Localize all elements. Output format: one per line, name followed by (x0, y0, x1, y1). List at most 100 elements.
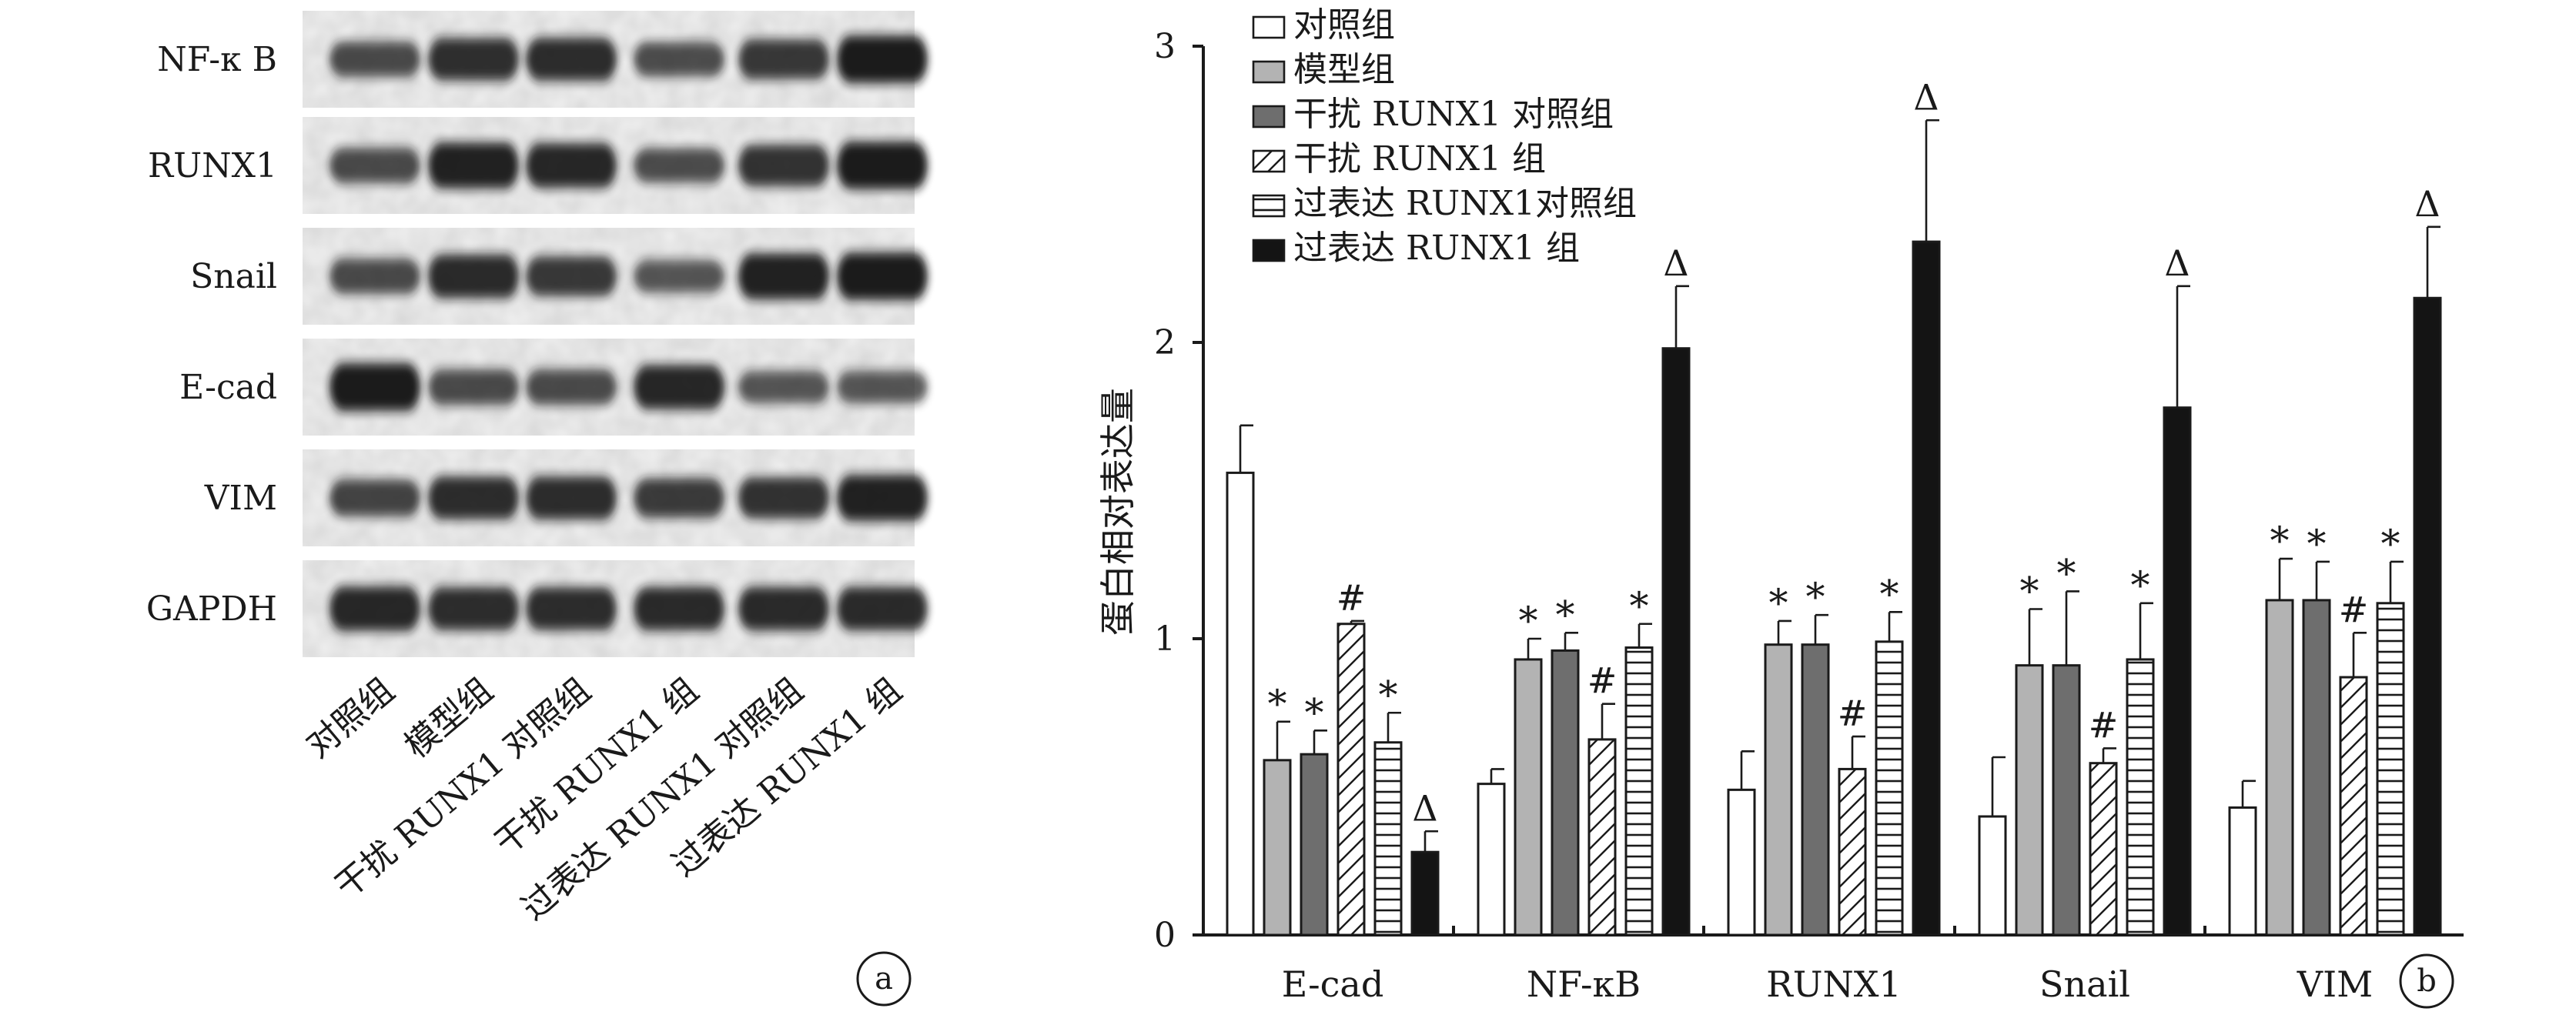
blot-band (738, 253, 829, 299)
significance-marker: * (2307, 522, 2327, 566)
significance-marker: * (1268, 682, 1287, 726)
y-tick-label: 1 (1154, 619, 1176, 659)
legend-entry: 过表达 RUNX1对照组 (1293, 184, 1637, 223)
significance-marker: Δ (2414, 183, 2440, 225)
x-tick-label: RUNX1 (1766, 963, 1902, 1005)
significance-marker: # (1838, 693, 1868, 734)
x-axis: E-cad NF-κB RUNX1 Snail VIM (1202, 926, 2464, 1005)
x-tick-label: VIM (2297, 963, 2374, 1005)
blot-band (330, 363, 420, 411)
blot-band (634, 148, 724, 183)
significance-marker: Δ (2164, 242, 2190, 284)
bar (2163, 406, 2192, 937)
blot-row: GAPDH (146, 560, 928, 657)
significance-marker: # (1337, 577, 1367, 619)
bar (1912, 240, 1941, 937)
blot-band (837, 35, 928, 83)
significance-marker: # (2089, 704, 2119, 746)
y-tick-label: 2 (1154, 323, 1176, 362)
blot-band (330, 479, 420, 516)
bar (2339, 676, 2368, 937)
legend-entry: 模型组 (1293, 50, 1395, 89)
blot-band (837, 142, 928, 189)
bar (1300, 753, 1329, 937)
x-tick-label: E-cad (1282, 963, 1384, 1005)
blot-band (738, 39, 829, 79)
blot-band (330, 42, 420, 77)
blot-band (526, 38, 617, 81)
blot-row-label: RUNX1 (148, 146, 277, 185)
blot-band (428, 254, 519, 299)
blot-band (634, 586, 724, 631)
legend-swatch (1252, 60, 1286, 84)
blot-row: Snail (190, 228, 928, 325)
bar (1514, 658, 1543, 937)
significance-marker: * (1379, 673, 1398, 717)
blot-band (428, 38, 519, 81)
blot-row: VIM (204, 449, 928, 546)
legend-swatch (1252, 194, 1286, 218)
blot-row-label: NF-κ B (157, 40, 277, 79)
blot-band (738, 477, 829, 519)
legend-entry: 干扰 RUNX1 对照组 (1293, 95, 1614, 134)
y-tick-label: 0 (1154, 916, 1176, 955)
panel-a-label-badge: a (856, 951, 912, 1007)
bar (1551, 649, 1580, 937)
blot-row-label: GAPDH (146, 589, 277, 629)
significance-marker: * (1880, 572, 1899, 616)
significance-marker: # (1587, 660, 1618, 702)
blot-band (837, 586, 928, 631)
blot-band (837, 252, 928, 300)
blot-row: E-cad (179, 339, 928, 436)
blot-band (634, 478, 724, 518)
legend-swatch (1252, 15, 1286, 39)
bar (2413, 296, 2442, 937)
bar (1337, 623, 1366, 937)
blot-band (330, 586, 420, 631)
significance-marker: * (2057, 551, 2076, 596)
significance-marker: * (1305, 690, 1324, 735)
blot-band (837, 475, 928, 521)
bar (2265, 599, 2294, 937)
bar (1764, 643, 1793, 937)
significance-marker: * (2131, 563, 2150, 608)
blot-row: NF-κ B (157, 11, 928, 108)
panel-b-label: b (2417, 963, 2437, 999)
blot-row: RUNX1 (148, 117, 928, 214)
blot-band (428, 369, 519, 405)
blot-band (330, 148, 420, 183)
significance-marker: Δ (1412, 787, 1437, 829)
y-axis-label: 蛋白相对表达量 (1097, 388, 1139, 636)
significance-marker: # (2339, 589, 2369, 630)
legend-entry: 过表达 RUNX1 组 (1293, 229, 1580, 268)
legend-swatch (1252, 149, 1286, 173)
bar (1661, 347, 1691, 937)
bar (2015, 664, 2044, 937)
significance-marker: * (2020, 569, 2039, 614)
blot-band (526, 476, 617, 519)
bar (2126, 658, 2155, 937)
blot-band (738, 145, 829, 186)
significance-marker: * (1630, 584, 1649, 629)
x-tick-label: NF-κB (1527, 963, 1641, 1005)
significance-marker: * (1769, 581, 1788, 626)
blot-row-label: Snail (190, 257, 277, 296)
bar (1801, 643, 1830, 937)
bar (2376, 602, 2405, 937)
blot-band (330, 259, 420, 294)
bar (1263, 759, 1292, 937)
blot-band (428, 587, 519, 630)
bar (2052, 664, 2081, 937)
blot-band (526, 587, 617, 630)
bar (1875, 640, 1904, 937)
significance-marker: * (2381, 522, 2400, 566)
bar (2302, 599, 2331, 937)
blot-band (634, 260, 724, 292)
panel-b-bar-chart: 0 1 2 3 E-cad NF-κB RUNX1 Snail VIM * * * * * * * * * * #… (1097, 5, 2464, 1009)
blot-band (526, 369, 617, 405)
blot-row-label: E-cad (179, 368, 277, 407)
legend-swatch (1252, 105, 1286, 129)
